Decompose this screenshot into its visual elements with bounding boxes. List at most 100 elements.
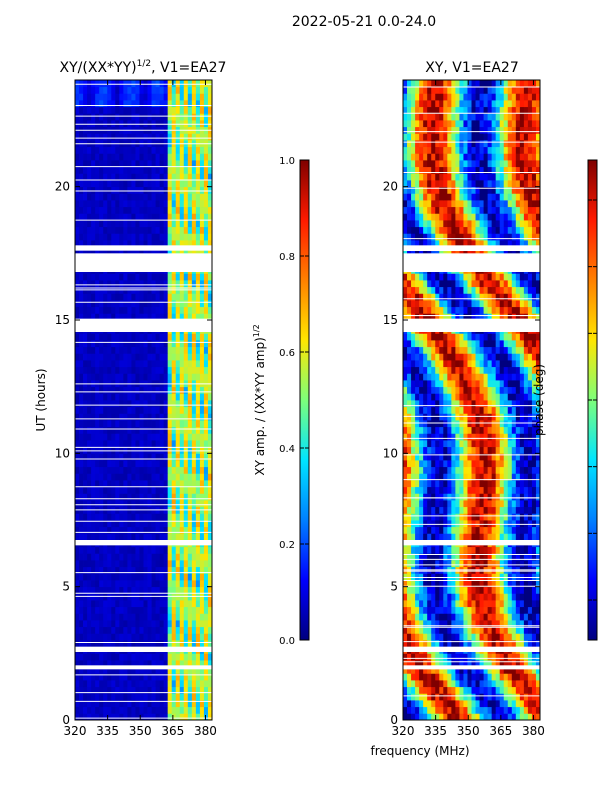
- heatmap-cell: [83, 353, 88, 361]
- heatmap-cell: [511, 473, 517, 481]
- heatmap-cell: [531, 653, 537, 661]
- heatmap-cell: [463, 460, 468, 468]
- heatmap-cell: [411, 640, 416, 648]
- heatmap-cell: [511, 453, 517, 461]
- heatmap-cell: [491, 593, 497, 601]
- heatmap-cell: [167, 453, 173, 461]
- heatmap-cell: [511, 673, 517, 681]
- heatmap-cell: [107, 466, 112, 474]
- heatmap-cell: [131, 166, 136, 174]
- heatmap-cell: [463, 400, 468, 408]
- heatmap-cell: [531, 440, 537, 448]
- heatmap-cell: [155, 306, 161, 314]
- heatmap-cell: [131, 433, 136, 441]
- heatmap-cell: [511, 440, 517, 448]
- heatmap-cell: [139, 600, 144, 608]
- heatmap-cell: [523, 633, 529, 641]
- heatmap-cell: [443, 400, 448, 408]
- heatmap-cell: [167, 533, 173, 541]
- heatmap-cell: [79, 100, 84, 108]
- heatmap-cell: [435, 700, 440, 708]
- heatmap-cell: [415, 680, 420, 688]
- heatmap-cell: [471, 440, 476, 448]
- heatmap-cell: [83, 166, 88, 174]
- heatmap-cell: [503, 573, 509, 581]
- heatmap-cell: [143, 100, 148, 108]
- heatmap-cell: [127, 526, 132, 534]
- heatmap-cell: [155, 293, 161, 301]
- heatmap-cell: [119, 580, 124, 588]
- heatmap-cell: [191, 413, 197, 421]
- heatmap-cell: [135, 546, 140, 554]
- heatmap-cell: [183, 446, 189, 454]
- heatmap-cell: [147, 373, 152, 381]
- heatmap-cell: [523, 466, 529, 474]
- heatmap-cell: [491, 660, 497, 668]
- heatmap-cell: [451, 713, 456, 721]
- heatmap-cell: [191, 100, 197, 108]
- heatmap-cell: [107, 93, 112, 101]
- heatmap-cell: [147, 606, 152, 614]
- heatmap-cell: [111, 553, 116, 561]
- heatmap-cell: [471, 640, 476, 648]
- heatmap-cell: [79, 193, 84, 201]
- heatmap-cell: [103, 346, 108, 354]
- heatmap-cell: [103, 653, 108, 661]
- heatmap-cell: [407, 640, 412, 648]
- heatmap-cell: [95, 500, 100, 508]
- heatmap-cell: [135, 240, 140, 248]
- heatmap-cell: [99, 666, 104, 674]
- heatmap-cell: [151, 173, 156, 181]
- heatmap-cell: [175, 173, 181, 181]
- heatmap-cell: [187, 166, 193, 174]
- heatmap-cell: [167, 440, 173, 448]
- heatmap-cell: [139, 346, 144, 354]
- heatmap-cell: [511, 506, 517, 514]
- heatmap-cell: [175, 340, 181, 348]
- heatmap-cell: [511, 606, 517, 614]
- heatmap-cell: [519, 560, 525, 568]
- heatmap-cell: [171, 606, 177, 614]
- heatmap-cell: [155, 466, 161, 474]
- heatmap-cell: [403, 580, 408, 588]
- heatmap-cell: [151, 160, 156, 168]
- heatmap-cell: [511, 580, 517, 588]
- heatmap-cell: [111, 106, 116, 114]
- heatmap-cell: [207, 480, 213, 488]
- heatmap-cell: [99, 713, 104, 721]
- heatmap-cell: [179, 680, 185, 688]
- heatmap-cell: [203, 206, 209, 214]
- heatmap-cell: [523, 473, 529, 481]
- heatmap-cell: [491, 513, 497, 521]
- heatmap-cell: [147, 240, 152, 248]
- heatmap-cell: [95, 80, 100, 88]
- heatmap-cell: [95, 393, 100, 401]
- heatmap-cell: [207, 386, 213, 394]
- heatmap-cell: [119, 233, 124, 241]
- heatmap-cell: [95, 346, 100, 354]
- heatmap-cell: [79, 653, 84, 661]
- heatmap-cell: [455, 606, 460, 614]
- heatmap-cell: [167, 273, 173, 281]
- heatmap-cell: [123, 113, 128, 121]
- heatmap-cell: [119, 206, 124, 214]
- heatmap-cell: [447, 700, 452, 708]
- heatmap-cell: [159, 426, 165, 434]
- heatmap-cell: [499, 500, 505, 508]
- heatmap-cell: [111, 200, 116, 208]
- heatmap-cell: [115, 86, 120, 94]
- heatmap-cell: [195, 313, 201, 321]
- heatmap-cell: [143, 240, 148, 248]
- heatmap-cell: [171, 393, 177, 401]
- heatmap-cell: [471, 680, 476, 688]
- heatmap-cell: [107, 440, 112, 448]
- heatmap-cell: [535, 520, 541, 528]
- heatmap-cell: [111, 180, 116, 188]
- heatmap-cell: [443, 586, 448, 594]
- heatmap-cell: [167, 186, 173, 194]
- heatmap-cell: [479, 453, 484, 461]
- heatmap-cell: [123, 220, 128, 228]
- heatmap-cell: [167, 80, 173, 88]
- heatmap-cell: [475, 573, 480, 581]
- heatmap-cell: [175, 226, 181, 234]
